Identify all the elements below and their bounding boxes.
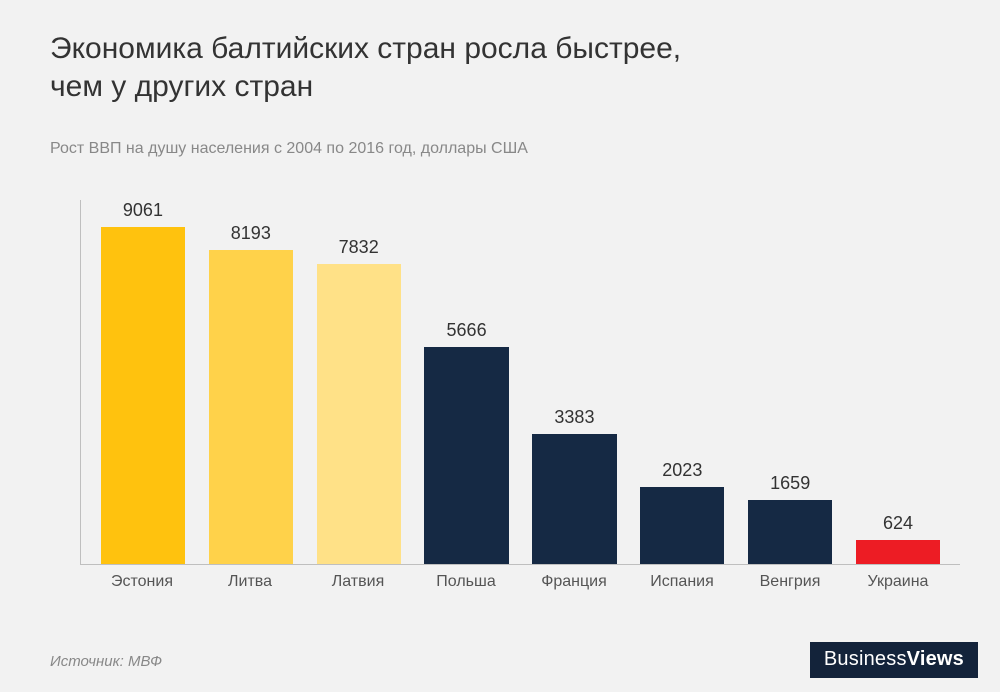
bar-value-label: 2023: [662, 460, 702, 481]
bar-slot: 1659: [736, 200, 844, 564]
bar-value-label: 624: [883, 513, 913, 534]
source-text: Источник: МВФ: [50, 653, 162, 670]
x-axis-label: Венгрия: [736, 573, 844, 591]
bar-rect: [424, 347, 508, 564]
bar-value-label: 1659: [770, 473, 810, 494]
logo-part1: Business: [824, 648, 907, 670]
bar-value-label: 3383: [554, 407, 594, 428]
bar-rect: [317, 264, 401, 564]
x-axis-label: Франция: [520, 573, 628, 591]
bar-slot: 2023: [628, 200, 736, 564]
bar-rect: [748, 500, 832, 564]
bar-rect: [532, 434, 616, 564]
bar-chart: 9061819378325666338320231659624 ЭстонияЛ…: [80, 200, 960, 595]
bar-value-label: 7832: [339, 237, 379, 258]
bar-value-label: 9061: [123, 200, 163, 221]
x-axis-label: Польша: [412, 573, 520, 591]
bar-rect: [856, 540, 940, 564]
plot-area: 9061 8193 7832 5666 3383 2023 1659 624: [80, 200, 960, 565]
bars-container: 9061 8193 7832 5666 3383 2023 1659 624: [81, 200, 960, 564]
x-axis-label: Эстония: [88, 573, 196, 591]
chart-title: Экономика балтийских стран росла быстрее…: [50, 30, 681, 105]
bar-slot: 8193: [197, 200, 305, 564]
x-axis-label: Украина: [844, 573, 952, 591]
x-axis-label: Литва: [196, 573, 304, 591]
bar-rect: [640, 487, 724, 565]
bar-slot: 7832: [305, 200, 413, 564]
bar-value-label: 5666: [447, 320, 487, 341]
bar-slot: 624: [844, 200, 952, 564]
bar-slot: 3383: [521, 200, 629, 564]
logo-badge: BusinessViews: [810, 642, 978, 678]
bar-rect: [209, 250, 293, 564]
x-axis-label: Латвия: [304, 573, 412, 591]
x-axis-label: Испания: [628, 573, 736, 591]
bar-slot: 9061: [89, 200, 197, 564]
logo-part2: Views: [907, 648, 964, 670]
bar-value-label: 8193: [231, 223, 271, 244]
x-axis-labels: ЭстонияЛитваЛатвияПольшаФранцияИспанияВе…: [80, 565, 960, 591]
bar-slot: 5666: [413, 200, 521, 564]
chart-subtitle: Рост ВВП на душу населения с 2004 по 201…: [50, 140, 528, 158]
bar-rect: [101, 227, 185, 564]
